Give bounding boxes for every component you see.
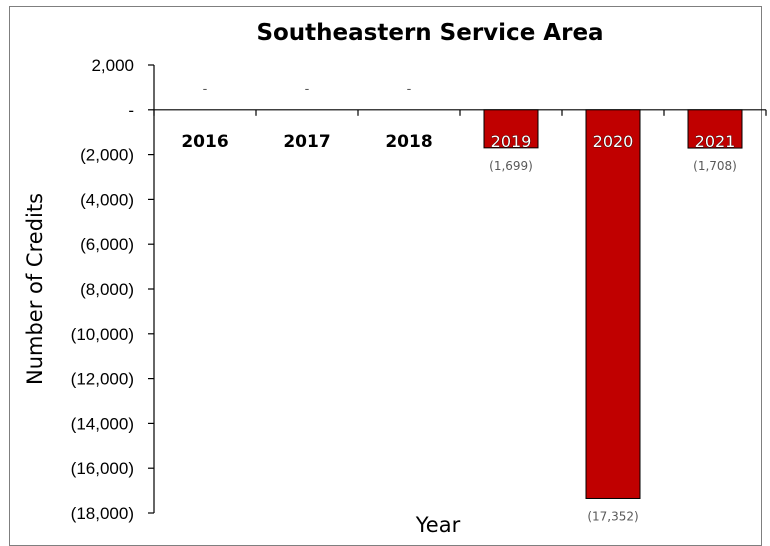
x-axis-ticks [153, 109, 767, 116]
category-label-2017: 2017 [283, 132, 330, 152]
y-tick-label: (16,000) [71, 459, 134, 478]
category-label-2020: 2020 [593, 132, 634, 151]
y-axis-ticks: 2,000 - (2,000) (4,000) (6,000) (8,000) (10,00… [71, 56, 154, 523]
category-label-2016: 2016 [181, 132, 228, 152]
bar-2020 [585, 109, 641, 499]
data-label-2018: - [407, 82, 412, 97]
data-label-2020: (17,352) [587, 509, 638, 523]
category-label-2018: 2018 [385, 132, 432, 152]
y-axis-label: Number of Credits [23, 193, 47, 385]
category-label-2021: 2021 [695, 132, 736, 151]
bars [483, 109, 743, 499]
y-tick-label: (6,000) [80, 235, 134, 254]
y-tick-label: (2,000) [80, 146, 134, 165]
y-tick-label: (14,000) [71, 414, 134, 433]
data-labels: - - - (1,699) (17,352) (1,708) [203, 82, 737, 524]
y-tick-label: (8,000) [80, 280, 134, 299]
data-label-2016: - [203, 82, 208, 97]
data-label-2021: (1,708) [693, 159, 737, 173]
category-label-2019: 2019 [491, 132, 532, 151]
y-tick-label: - [128, 101, 134, 120]
bar-2021 [687, 109, 743, 149]
category-labels: 2016 2017 2018 2019 2020 2021 [181, 132, 735, 152]
chart-title: Southeastern Service Area [256, 20, 603, 46]
data-label-2019: (1,699) [489, 159, 533, 173]
y-tick-label: 2,000 [91, 56, 134, 75]
y-tick-label: (12,000) [71, 370, 134, 389]
y-tick-label: (4,000) [80, 190, 134, 209]
bar-2019 [483, 109, 539, 149]
y-tick-label: (18,000) [71, 504, 134, 523]
data-label-2017: - [305, 82, 310, 97]
x-axis-label: Year [415, 513, 461, 537]
y-tick-label: (10,000) [71, 325, 134, 344]
